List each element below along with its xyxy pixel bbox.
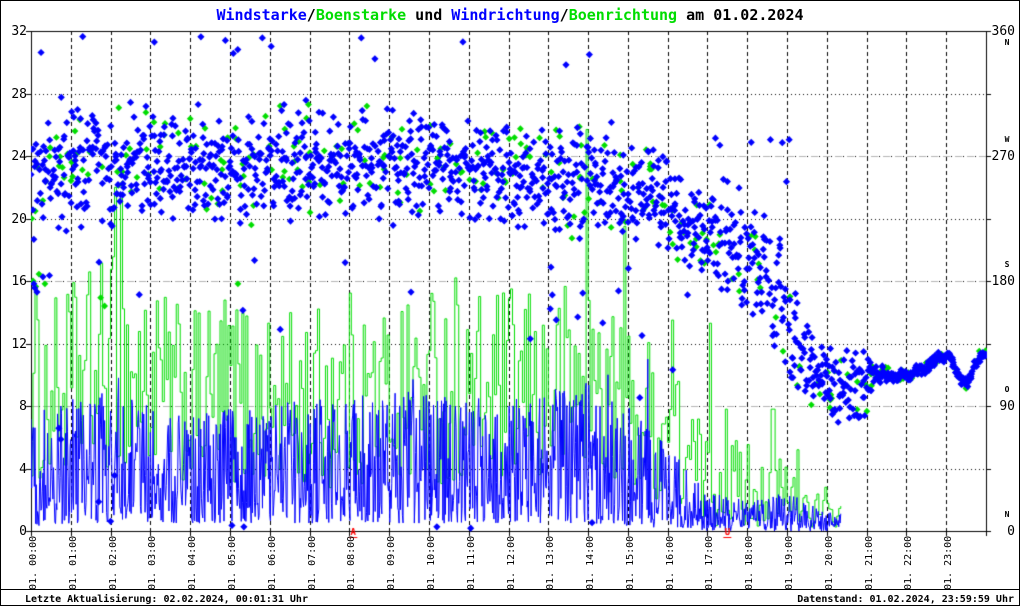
x-axis-tick-label: 01. 08:00 xyxy=(346,535,358,590)
x-axis-tick-label: 01. 05:00 xyxy=(226,535,238,590)
x-axis-tick-label: 01. 00:00 xyxy=(28,535,39,590)
x-axis-tick-label: 01. 07:00 xyxy=(306,535,318,590)
data-timestamp-text: Datenstand: 01.02.2024, 23:59:59 Uhr xyxy=(797,594,1014,605)
compass-letter-label: W xyxy=(1004,135,1010,144)
x-axis-tick-label: 01. 01:00 xyxy=(67,535,79,590)
y-axis-tick-label: 28 xyxy=(11,86,27,102)
x-axis-tick-label: 01. 23:00 xyxy=(943,535,955,590)
x-axis-tick-label: 01. 06:00 xyxy=(266,535,278,590)
x-axis-tick-label: 01. 03:00 xyxy=(147,535,159,590)
x-axis-tick-label: 01. 21:00 xyxy=(863,535,875,590)
x-axis-tick-label: 01. 14:00 xyxy=(585,535,597,590)
y2-axis-tick-label: 180 xyxy=(991,274,1015,289)
x-axis-tick-label: 01. 19:00 xyxy=(784,535,796,590)
y-axis-tick-label: 24 xyxy=(11,149,27,164)
x-axis-tick-label: 01. 22:00 xyxy=(903,535,915,590)
y-axis-tick-label: 32 xyxy=(11,24,27,39)
x-axis-tick-label: 01. 17:00 xyxy=(704,535,716,590)
x-axis-tick-label: 01. 20:00 xyxy=(823,535,835,590)
x-axis-tick-label: 01. 02:00 xyxy=(107,535,119,590)
x-axis-tick-label: 01. 10:00 xyxy=(425,535,437,590)
y-axis-tick-label: 16 xyxy=(11,274,27,289)
x-axis-tick-label: 01. 09:00 xyxy=(386,535,398,590)
x-axis-tick-label: 01. 18:00 xyxy=(744,535,756,590)
y2-axis-tick-label: 90 xyxy=(999,399,1015,414)
y-axis-tick-label: 12 xyxy=(11,336,27,352)
x-axis-tick-label: 01. 16:00 xyxy=(664,535,676,590)
y-axis-tick-label: 4 xyxy=(19,461,27,477)
x-axis-tick-label: 01. 12:00 xyxy=(505,535,517,590)
y2-axis-tick-label: 360 xyxy=(991,24,1015,39)
compass-letter-label: S xyxy=(1004,260,1010,269)
y2-axis-tick-label: 270 xyxy=(991,149,1015,164)
x-axis-tick-label: 01. 11:00 xyxy=(465,535,477,590)
y-axis-tick-label: 8 xyxy=(19,399,27,414)
y-axis-tick-label: 0 xyxy=(19,524,27,539)
y-axis-tick-label: 20 xyxy=(11,211,27,227)
status-bar: Letzte Aktualisierung: 02.02.2024, 00:01… xyxy=(1,589,1019,605)
x-axis-tick-label: 01. 04:00 xyxy=(187,535,199,590)
compass-letter-label: O xyxy=(1004,385,1010,394)
compass-letter-label: N xyxy=(1004,38,1010,47)
x-axis-tick-label: 01. 15:00 xyxy=(624,535,636,590)
x-axis-tick-label: 01. 13:00 xyxy=(545,535,557,590)
compass-letter-label: N xyxy=(1004,510,1010,519)
last-update-text: Letzte Aktualisierung: 02.02.2024, 00:01… xyxy=(25,594,308,605)
y2-axis-tick-label: 0 xyxy=(1007,524,1015,539)
